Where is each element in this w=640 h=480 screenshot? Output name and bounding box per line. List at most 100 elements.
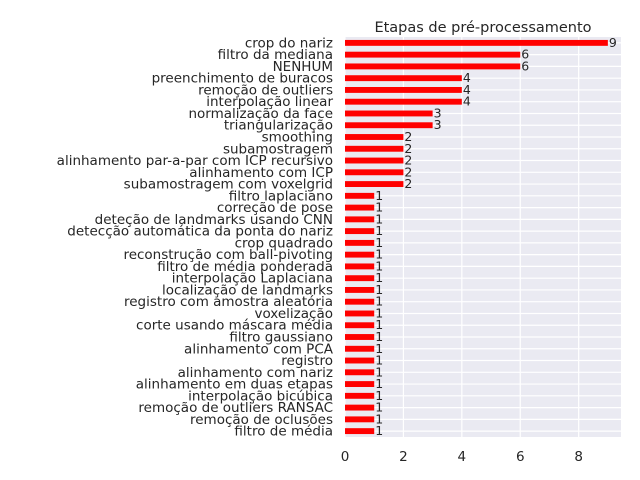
bar [345,110,433,117]
bar [345,428,375,435]
bar [345,157,404,164]
data-label: 1 [375,247,383,262]
plot-area [345,37,621,437]
category-label: subamostragem com voxelgrid [124,177,333,193]
category-label: filtro laplaciano [229,188,333,204]
data-label: 1 [375,258,383,273]
bar [345,228,375,235]
data-label: 1 [375,223,383,238]
bar [345,169,404,176]
bar [345,287,375,293]
bar [345,251,375,258]
data-label: 1 [375,400,383,415]
chart-title: Etapas de pré-processamento [374,20,591,36]
category-label: voxelização [254,306,333,322]
bar [345,39,608,46]
category-label: deteção de landmarks usando CNN [95,212,333,228]
x-tick-label: 2 [399,449,408,465]
bar [345,51,521,58]
bar [345,381,375,387]
data-label: 1 [375,211,383,226]
category-label: correção de pose [217,200,333,216]
bar [345,239,375,246]
data-label: 1 [375,270,383,285]
data-label: 1 [375,411,383,426]
category-label: alinhamento com nariz [178,365,333,381]
bar [345,357,375,364]
bar [345,87,462,93]
bar [345,192,375,199]
data-label: 4 [463,82,471,97]
category-label: alinhamento com PCA [184,341,334,357]
bar [345,216,375,223]
category-label: crop do nariz [245,35,333,51]
category-label: remoção de outliers RANSAC [138,400,333,416]
category-label: interpolação Laplaciana [172,271,333,287]
category-label: interpolação linear [206,94,333,110]
category-label: remoção de oclusões [190,412,333,428]
data-label: 1 [375,329,383,344]
category-label: reconstrução com ball-pivoting [123,247,333,263]
data-label: 1 [375,341,383,356]
bar [345,75,462,82]
bar [345,275,375,282]
category-label: triangularização [224,118,333,134]
category-label: filtro de média ponderada [157,259,333,275]
category-label: filtro gaussiano [229,330,333,346]
bar [345,416,375,423]
bar [345,310,375,317]
bar [345,263,375,270]
category-label: crop quadrado [235,235,333,251]
bar [345,204,375,211]
bar [345,322,375,329]
data-label: 1 [375,294,383,309]
x-tick-label: 8 [574,449,583,465]
bar [345,145,404,152]
bar [345,181,404,187]
category-label: registro [281,353,333,369]
x-tick-label: 6 [516,449,525,465]
category-label: registro com amostra aleatória [124,294,333,310]
data-label: 2 [404,141,412,156]
category-label: filtro da mediana [218,47,333,63]
data-label: 6 [521,47,529,62]
data-label: 4 [463,94,471,109]
category-label: interpolação bicúbica [188,388,333,404]
category-label: alinhamento em duas etapas [136,377,333,393]
category-label: corte usando máscara média [136,318,333,334]
data-label: 1 [375,282,383,297]
category-label: subamostragem [223,141,333,157]
data-label: 1 [375,235,383,250]
bars [345,39,608,435]
bar [345,345,375,352]
category-label: normalização da face [188,106,333,122]
category-label: remoção de outliers [198,82,333,98]
data-label: 1 [375,388,383,403]
bar [345,298,375,305]
data-label: 3 [434,105,442,120]
bar [345,98,462,105]
data-label: 1 [375,376,383,391]
category-label: alinhamento com ICP [189,165,333,181]
data-label: 3 [434,117,442,132]
bar [345,369,375,376]
bar [345,392,375,399]
data-label: 1 [375,317,383,332]
data-label: 2 [404,129,412,144]
data-label: 1 [375,353,383,368]
category-label: localização de landmarks [162,282,333,298]
x-axis-ticks: 0 2 4 6 8 [341,449,583,465]
data-label: 1 [375,188,383,203]
data-label: 6 [521,58,529,73]
x-tick-label: 4 [458,449,467,465]
data-label: 2 [404,164,412,179]
data-label: 9 [609,35,617,50]
bar [345,134,404,140]
data-label: 2 [404,176,412,191]
x-tick-label: 0 [341,449,350,465]
bar [345,334,375,340]
bar [345,404,375,411]
